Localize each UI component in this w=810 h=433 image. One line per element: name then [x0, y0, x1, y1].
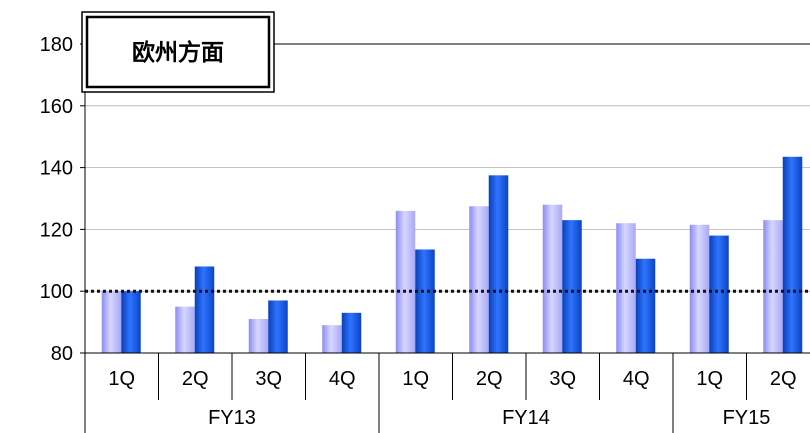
bar-series2-7 [635, 258, 656, 353]
bar-series1-7 [616, 223, 636, 353]
bar-series1-1 [175, 306, 195, 353]
x-tick-label: 2Q [770, 368, 797, 390]
bar-series2-6 [562, 220, 582, 353]
bar-series2-3 [341, 312, 362, 353]
y-tick-label: 100 [40, 281, 73, 303]
category-axis: 1Q 2Q 3Q 4Q 1Q 2Q 3Q 4Q 1Q 2Q FY13 FY14 FY15 [84, 353, 797, 433]
bar-series2-4 [415, 249, 435, 353]
bars [101, 156, 803, 353]
bar-series1-4 [395, 210, 416, 353]
y-tick-label: 180 [40, 34, 73, 56]
group-label: FY15 [723, 407, 771, 429]
x-tick-label: 2Q [182, 368, 209, 390]
y-tick-label: 140 [40, 158, 73, 180]
bar-series2-0 [121, 291, 141, 353]
x-tick-label: 4Q [623, 368, 650, 390]
y-tick-label: 160 [40, 96, 73, 118]
group-label: FY14 [502, 407, 550, 429]
bar-series1-8 [689, 224, 710, 353]
bar-series2-9 [782, 156, 803, 353]
bar-series1-3 [322, 325, 342, 353]
chart-title: 欧州方面 [132, 39, 224, 66]
bar-series2-8 [709, 235, 729, 353]
bar-series1-9 [763, 220, 783, 353]
x-tick-label: 3Q [549, 368, 576, 390]
bar-series2-5 [488, 175, 509, 353]
bar-series1-6 [542, 204, 563, 353]
y-tick-label: 120 [40, 219, 73, 241]
x-tick-label: 1Q [108, 368, 135, 390]
x-tick-label: 2Q [476, 368, 503, 390]
x-tick-label: 3Q [255, 368, 282, 390]
bar-series1-5 [469, 206, 489, 353]
bar-series1-0 [101, 291, 122, 353]
x-tick-label: 1Q [402, 368, 429, 390]
x-tick-label: 1Q [696, 368, 723, 390]
bar-series2-2 [268, 300, 288, 353]
group-label: FY13 [208, 407, 256, 429]
bar-series1-2 [248, 319, 269, 353]
chart-title-box: 欧州方面 [81, 11, 275, 93]
bar-series2-1 [194, 266, 215, 353]
y-tick-label: 80 [51, 343, 73, 365]
x-tick-label: 4Q [329, 368, 356, 390]
axes: 80 100 120 140 160 180 [40, 34, 810, 365]
